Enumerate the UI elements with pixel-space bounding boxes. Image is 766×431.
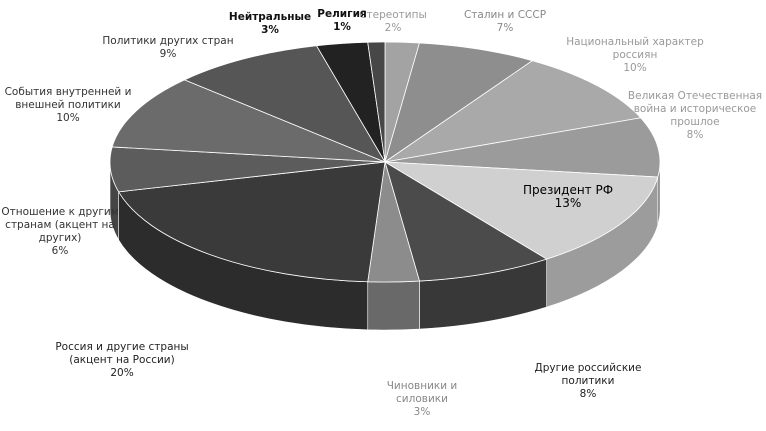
slice-value: 3% xyxy=(261,24,279,36)
slice-value: 20% xyxy=(110,367,134,379)
slice-value: 10% xyxy=(623,62,647,74)
slice-label: Чиновники и силовики 3% xyxy=(382,380,462,419)
pie-slice xyxy=(384,161,659,260)
pie-slice xyxy=(384,117,661,178)
slice-label: Великая Отечественная война и историческ… xyxy=(625,90,765,142)
pie-slice xyxy=(384,60,642,163)
slice-label: Россия и другие страны (акцент на России… xyxy=(37,341,207,380)
slice-value: 1% xyxy=(333,21,351,33)
slice-label: События внутренней и внешней политики 10% xyxy=(0,86,143,125)
slice-label: Политики других стран 9% xyxy=(93,35,243,61)
pie-slice xyxy=(183,45,386,163)
slice-value: 10% xyxy=(56,112,80,124)
slice-name: Религия xyxy=(317,8,367,20)
slice-name: События внутренней и внешней политики xyxy=(4,86,132,111)
slice-label: Стереотипы 2% xyxy=(353,9,433,35)
pie-slice xyxy=(367,41,386,163)
slice-value: 8% xyxy=(579,388,597,400)
slice-value: 9% xyxy=(159,48,177,60)
slice-value: 8% xyxy=(686,129,704,141)
slice-label: Нейтральные 3% xyxy=(225,11,315,37)
slice-value: 6% xyxy=(51,245,69,257)
slice-label: Религия 1% xyxy=(312,8,372,34)
slice-name: Президент РФ xyxy=(522,183,614,197)
slice-name: Нейтральные xyxy=(228,11,312,23)
pie-slice-side xyxy=(367,280,420,331)
pie-slice xyxy=(384,42,534,163)
slice-name: Стереотипы xyxy=(359,9,427,21)
pie-slice xyxy=(384,161,548,282)
slice-label: Другие российские политики 8% xyxy=(528,362,648,401)
pie-slice xyxy=(117,161,386,283)
slice-label: Президент РФ 13% xyxy=(518,184,618,210)
slice-value: 3% xyxy=(413,406,431,418)
slice-name: Национальный характер россиян xyxy=(566,36,704,61)
slice-name: Великая Отечественная война и историческ… xyxy=(627,90,763,128)
slice-name: Чиновники и силовики xyxy=(386,380,458,405)
slice-value: 2% xyxy=(384,22,402,34)
pie-slice xyxy=(111,79,386,163)
slice-value: 13% xyxy=(554,196,582,210)
slice-name: Другие российские политики xyxy=(534,362,642,387)
slice-name: Сталин и СССР xyxy=(463,9,547,21)
slice-name: Отношение к другим странам (акцент на др… xyxy=(1,206,119,244)
slice-name: Политики других стран xyxy=(102,35,234,47)
slice-label: Отношение к другим странам (акцент на др… xyxy=(0,206,123,258)
slice-label: Национальный характер россиян 10% xyxy=(560,36,710,75)
slice-label: Сталин и СССР 7% xyxy=(460,9,550,35)
slice-value: 7% xyxy=(496,22,514,34)
slice-name: Россия и другие страны (акцент на России… xyxy=(55,341,189,366)
